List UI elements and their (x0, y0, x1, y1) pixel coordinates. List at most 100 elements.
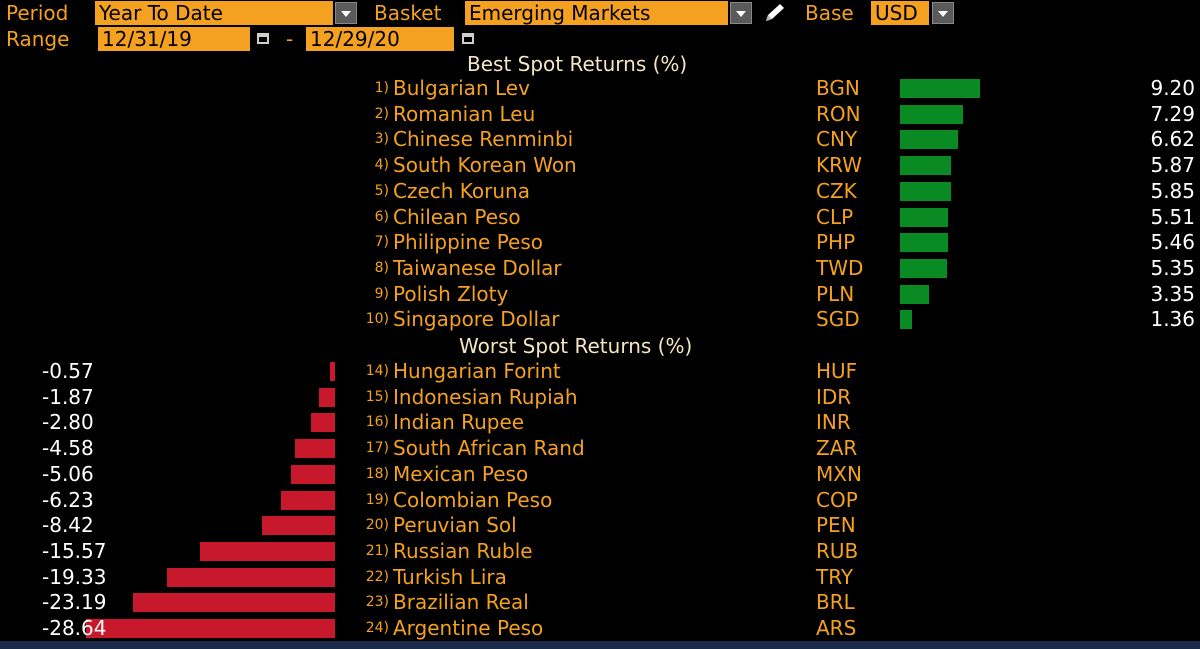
return-value: -2.80 (42, 410, 94, 435)
row-rank: 17) (365, 440, 389, 457)
negative-return-bar (281, 490, 335, 510)
basket-select[interactable]: Emerging Markets (465, 1, 728, 25)
currency-code: ZAR (816, 436, 858, 461)
base-dropdown-chevron-down-icon[interactable] (932, 2, 954, 24)
return-value: -1.87 (42, 384, 94, 409)
base-select[interactable]: USD (871, 1, 929, 25)
best-row[interactable]: 2) Romanian Leu RON 7.29 (0, 102, 1200, 128)
basket-dropdown-chevron-down-icon[interactable] (730, 2, 752, 24)
currency-name[interactable]: Romanian Leu (393, 101, 536, 126)
worst-row[interactable]: 15) Indonesian Rupiah IDR -1.87 (0, 385, 1200, 411)
positive-return-bar (900, 233, 948, 253)
currency-name[interactable]: Russian Ruble (393, 538, 533, 563)
return-value: 3.35 (1150, 281, 1195, 306)
pencil-icon[interactable] (762, 1, 788, 25)
range-end-input[interactable]: 12/29/20 (306, 27, 454, 51)
range-end-calendar-icon[interactable] (458, 29, 478, 49)
best-row[interactable]: 3) Chinese Renminbi CNY 6.62 (0, 127, 1200, 153)
best-row[interactable]: 10) Singapore Dollar SGD 1.36 (0, 307, 1200, 333)
return-value: -5.06 (42, 461, 94, 486)
best-row[interactable]: 7) Philippine Peso PHP 5.46 (0, 230, 1200, 256)
currency-name[interactable]: Philippine Peso (393, 230, 543, 255)
period-dropdown-chevron-down-icon[interactable] (335, 2, 357, 24)
currency-name[interactable]: Polish Zloty (393, 281, 509, 306)
negative-return-bar (167, 567, 335, 587)
worst-row[interactable]: 18) Mexican Peso MXN -5.06 (0, 462, 1200, 488)
currency-name[interactable]: Czech Koruna (393, 178, 530, 203)
currency-name[interactable]: Chinese Renminbi (393, 127, 574, 152)
currency-name[interactable]: Argentine Peso (393, 616, 544, 640)
return-value: 5.46 (1150, 230, 1195, 255)
worst-row[interactable]: 16) Indian Rupee INR -2.80 (0, 410, 1200, 436)
worst-row[interactable]: 19) Colombian Peso COP -6.23 (0, 488, 1200, 514)
worst-returns-title: Worst Spot Returns (%) (459, 334, 693, 358)
currency-code: MXN (816, 461, 862, 486)
best-row[interactable]: 1) Bulgarian Lev BGN 9.20 (0, 76, 1200, 102)
currency-code: IDR (816, 384, 852, 409)
best-row[interactable]: 8) Taiwanese Dollar TWD 5.35 (0, 256, 1200, 282)
currency-name[interactable]: Turkish Lira (393, 564, 507, 589)
positive-return-bar (900, 310, 912, 330)
positive-return-bar (900, 258, 947, 278)
row-rank: 20) (365, 517, 389, 534)
currency-code: ARS (816, 616, 857, 640)
row-rank: 23) (365, 594, 389, 611)
worst-row[interactable]: 20) Peruvian Sol PEN -8.42 (0, 513, 1200, 539)
row-rank: 24) (365, 620, 389, 636)
currency-name[interactable]: Colombian Peso (393, 487, 553, 512)
currency-code: PHP (816, 230, 856, 255)
worst-row[interactable]: 17) South African Rand ZAR -4.58 (0, 436, 1200, 462)
currency-name[interactable]: Chilean Peso (393, 204, 521, 229)
currency-name[interactable]: South Korean Won (393, 153, 577, 178)
positive-return-bar (900, 284, 929, 304)
basket-label: Basket (374, 1, 442, 25)
currency-name[interactable]: Mexican Peso (393, 461, 529, 486)
return-value: -23.19 (42, 590, 107, 615)
currency-name[interactable]: Brazilian Real (393, 590, 529, 615)
currency-name[interactable]: Indian Rupee (393, 410, 525, 435)
currency-code: TWD (816, 255, 864, 280)
range-start-calendar-icon[interactable] (253, 29, 273, 49)
best-row[interactable]: 5) Czech Koruna CZK 5.85 (0, 179, 1200, 205)
worst-row[interactable]: 22) Turkish Lira TRY -19.33 (0, 565, 1200, 591)
worst-row[interactable]: 23) Brazilian Real BRL -23.19 (0, 590, 1200, 616)
worst-row[interactable]: 14) Hungarian Forint HUF -0.57 (0, 359, 1200, 385)
currency-code: RON (816, 101, 861, 126)
positive-return-bar (900, 156, 951, 176)
currency-name[interactable]: Bulgarian Lev (393, 76, 530, 100)
toolbar: Period Year To Date Basket Emerging Mark… (0, 0, 1200, 52)
currency-code: CNY (816, 127, 858, 152)
row-rank: 21) (365, 542, 389, 559)
best-row[interactable]: 9) Polish Zloty PLN 3.35 (0, 282, 1200, 308)
currency-name[interactable]: Taiwanese Dollar (393, 255, 562, 280)
currency-code: KRW (816, 153, 862, 178)
currency-code: CZK (816, 178, 857, 203)
return-value: 1.36 (1150, 307, 1195, 332)
positive-return-bar (900, 79, 980, 98)
bottom-scroll-strip (0, 641, 1200, 649)
row-rank: 16) (365, 414, 389, 431)
positive-return-bar (900, 181, 951, 201)
currency-code: RUB (816, 538, 859, 563)
range-start-input[interactable]: 12/31/19 (98, 27, 250, 51)
negative-return-bar (86, 619, 335, 638)
worst-row[interactable]: 24) Argentine Peso ARS -28.64 (0, 616, 1200, 642)
currency-code: CLP (816, 204, 854, 229)
best-row[interactable]: 6) Chilean Peso CLP 5.51 (0, 205, 1200, 231)
negative-return-bar (291, 464, 335, 484)
currency-name[interactable]: Hungarian Forint (393, 359, 561, 383)
positive-return-bar (900, 104, 963, 124)
period-select[interactable]: Year To Date (95, 1, 333, 25)
worst-row[interactable]: 21) Russian Ruble RUB -15.57 (0, 539, 1200, 565)
currency-name[interactable]: South African Rand (393, 436, 585, 461)
currency-code: COP (816, 487, 858, 512)
currency-code: BGN (816, 76, 860, 100)
return-value: -15.57 (42, 538, 107, 563)
best-row[interactable]: 4) South Korean Won KRW 5.87 (0, 153, 1200, 179)
currency-name[interactable]: Singapore Dollar (393, 307, 560, 332)
row-rank: 19) (365, 491, 389, 508)
row-rank: 18) (365, 465, 389, 482)
currency-name[interactable]: Indonesian Rupiah (393, 384, 578, 409)
currency-name[interactable]: Peruvian Sol (393, 513, 517, 538)
row-rank: 9) (374, 285, 389, 302)
